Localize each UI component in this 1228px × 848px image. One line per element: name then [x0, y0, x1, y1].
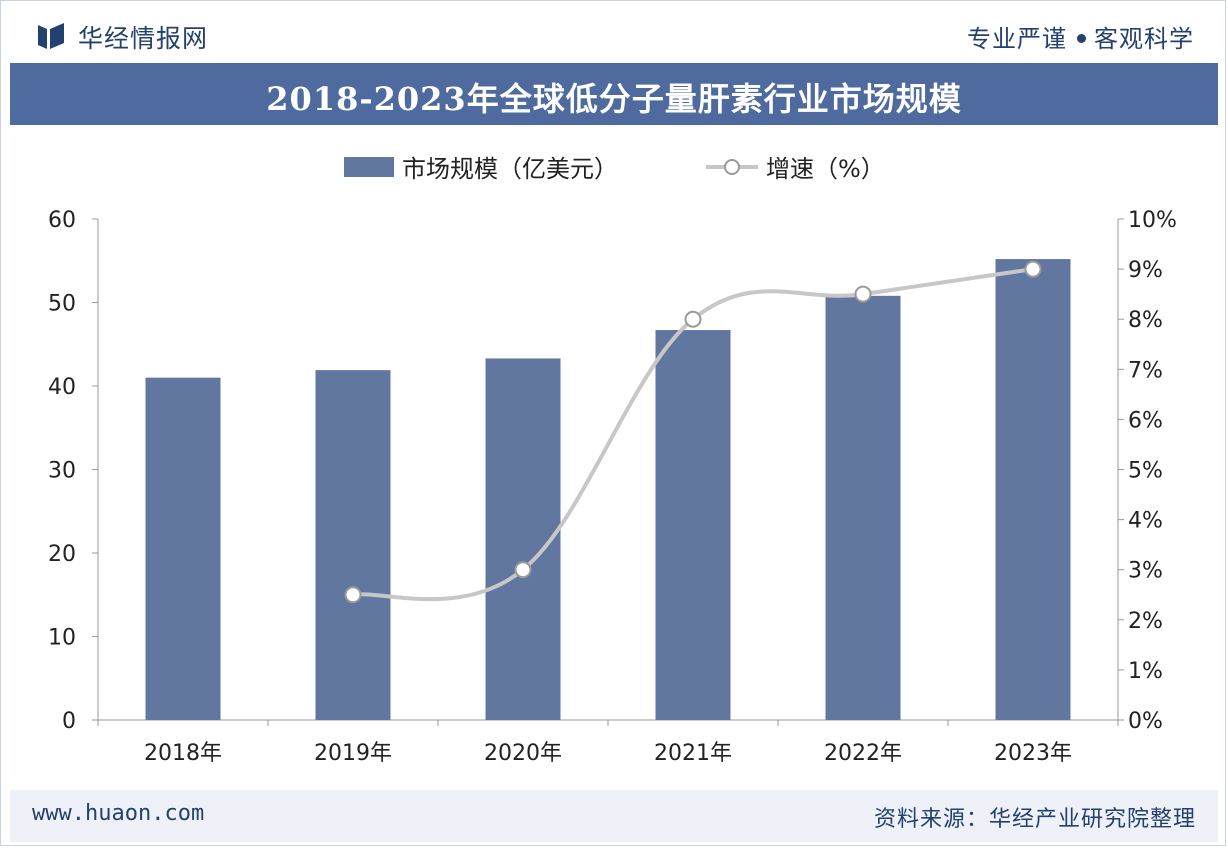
y-tick-label: 50: [48, 292, 76, 317]
y-tick-label: 0: [62, 709, 76, 734]
bar-2021年: [655, 330, 731, 720]
chart: 市场规模（亿美元） 增速（%） 0 10 20 30 40 50 60 0% 1% 2% 3% 4% 5%…: [48, 155, 1177, 766]
legend-label-bar: 市场规模（亿美元）: [402, 155, 618, 183]
y-tick-label: 30: [48, 459, 76, 484]
bar-2018年: [145, 377, 221, 720]
x-tick-label: 2022年: [824, 741, 902, 766]
y-tick-label: 20: [48, 542, 76, 567]
title-bar: 2018-2023年全球低分子量肝素行业市场规模: [10, 63, 1218, 125]
bullet-dot: [1077, 33, 1086, 43]
bar-2020年: [485, 358, 561, 720]
x-tick-label: 2020年: [484, 741, 562, 766]
bar-2019年: [315, 370, 391, 720]
y-tick-label: 60: [48, 208, 76, 233]
x-tick-label: 2018年: [144, 741, 222, 766]
growth-point: [344, 586, 362, 604]
header: 华经情报网 专业严谨 客观科学: [0, 0, 1228, 62]
y-tick-label: 40: [48, 375, 76, 400]
legend-label-line: 增速（%）: [766, 155, 885, 183]
bar-2023年: [995, 259, 1071, 720]
x-tick-label: 2019年: [314, 741, 392, 766]
x-tick-label: 2021年: [654, 741, 732, 766]
slogan-left: 专业严谨: [967, 25, 1067, 53]
source-note: 资料来源：华经产业研究院整理: [873, 807, 1196, 832]
y2-tick-label: 7%: [1128, 358, 1163, 383]
y2-tick-label: 0%: [1128, 709, 1163, 734]
y2-tick-label: 10%: [1128, 208, 1177, 233]
y-tick-label: 10: [48, 626, 76, 651]
growth-point: [854, 285, 872, 303]
y2-tick-label: 3%: [1128, 559, 1163, 584]
y2-tick-label: 9%: [1128, 258, 1163, 283]
legend-swatch-marker: [724, 159, 740, 175]
y2-tick-label: 2%: [1128, 609, 1163, 634]
chart-title: 2018-2023年全球低分子量肝素行业市场规模: [266, 80, 962, 118]
slogan: 专业严谨 客观科学: [967, 19, 1194, 54]
footer: www.huaon.com 资料来源：华经产业研究院整理: [10, 790, 1218, 842]
legend-swatch-bar: [344, 157, 394, 177]
y2-tick-label: 5%: [1128, 459, 1163, 484]
y2-tick-label: 1%: [1128, 659, 1163, 684]
logo-icon: [38, 23, 64, 49]
x-axis-labels: 2018年 2019年 2020年 2021年 2022年 2023年: [144, 741, 1072, 766]
y2-tick-label: 4%: [1128, 509, 1163, 534]
axes: 0 10 20 30 40 50 60 0% 1% 2% 3% 4% 5% 6% 7% 8% 9% 10%: [48, 208, 1177, 734]
growth-point: [684, 310, 702, 328]
website-link[interactable]: www.huaon.com: [32, 801, 205, 826]
growth-point: [1024, 260, 1042, 278]
bar-2022年: [825, 295, 901, 720]
legend: 市场规模（亿美元） 增速（%）: [344, 155, 885, 183]
growth-point: [514, 561, 532, 579]
x-tick-label: 2023年: [994, 741, 1072, 766]
y2-tick-label: 6%: [1128, 408, 1163, 433]
y2-tick-label: 8%: [1128, 308, 1163, 333]
brand-name: 华经情报网: [78, 24, 209, 53]
growth-line: [344, 260, 1042, 604]
bars: [145, 259, 1071, 720]
slogan-right: 客观科学: [1094, 25, 1194, 53]
